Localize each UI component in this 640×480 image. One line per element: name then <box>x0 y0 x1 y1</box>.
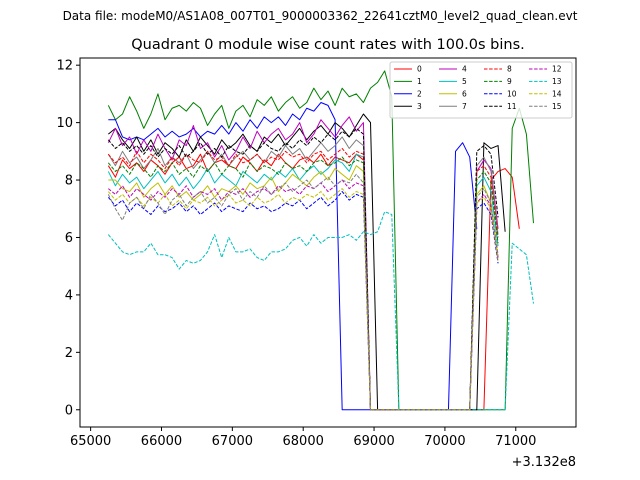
legend-label-13: 13 <box>552 77 562 86</box>
x-tick-label: 66000 <box>141 434 182 449</box>
plot-lines <box>107 70 534 411</box>
y-tick-label: 6 <box>65 231 73 246</box>
y-tick-label: 4 <box>65 288 73 303</box>
series-line-9 <box>107 156 499 411</box>
y-tick-label: 12 <box>56 59 73 74</box>
series-line-8 <box>107 147 499 411</box>
series-line-3 <box>108 113 506 411</box>
legend-label-5: 5 <box>462 77 467 86</box>
series-line-10 <box>107 191 499 411</box>
legend-label-1: 1 <box>417 77 422 86</box>
x-tick-label: 69000 <box>353 434 394 449</box>
series-line-2 <box>108 102 478 411</box>
series-line-15 <box>107 173 499 411</box>
legend-label-3: 3 <box>417 102 422 111</box>
legend-label-10: 10 <box>507 90 517 99</box>
legend-label-8: 8 <box>507 65 512 74</box>
legend-label-0: 0 <box>417 65 422 74</box>
series-line-6 <box>108 165 499 411</box>
series-line-4 <box>107 116 499 411</box>
legend-label-4: 4 <box>462 65 467 74</box>
figure-suptitle: Data file: modeM0/AS1A08_007T01_90000033… <box>63 9 578 23</box>
legend-label-2: 2 <box>417 90 422 99</box>
y-tick-label: 10 <box>56 116 73 131</box>
legend-label-6: 6 <box>462 90 467 99</box>
axis-ticks: 65000 66000 67000 68000 69000 70000 71000 0 2 4 6 8… <box>56 59 536 449</box>
x-tick-label: 71000 <box>495 434 536 449</box>
legend-label-11: 11 <box>507 102 517 111</box>
legend-label-7: 7 <box>462 102 467 111</box>
plot-frame <box>79 57 577 428</box>
y-tick-label: 8 <box>65 174 73 189</box>
chart-title: Quadrant 0 module wise count rates with … <box>131 37 525 53</box>
series-line-13 <box>107 211 534 411</box>
series-line-1 <box>107 70 534 411</box>
series-line-0 <box>107 153 520 411</box>
legend-box <box>389 61 573 119</box>
series-line-12 <box>108 179 499 411</box>
y-tick-label: 0 <box>65 403 73 418</box>
y-tick-label: 2 <box>65 346 73 361</box>
legend-label-15: 15 <box>552 102 562 111</box>
legend-label-12: 12 <box>552 65 562 74</box>
series-line-7 <box>107 136 499 411</box>
series-line-11 <box>107 127 499 411</box>
legend-label-9: 9 <box>507 77 512 86</box>
series-line-14 <box>107 188 499 411</box>
x-tick-label: 65000 <box>70 434 111 449</box>
x-tick-label: 68000 <box>283 434 324 449</box>
legend-label-14: 14 <box>552 90 562 99</box>
x-tick-label: 70000 <box>424 434 465 449</box>
x-axis-offset-label: +3.132e8 <box>512 455 576 470</box>
x-tick-label: 67000 <box>212 434 253 449</box>
